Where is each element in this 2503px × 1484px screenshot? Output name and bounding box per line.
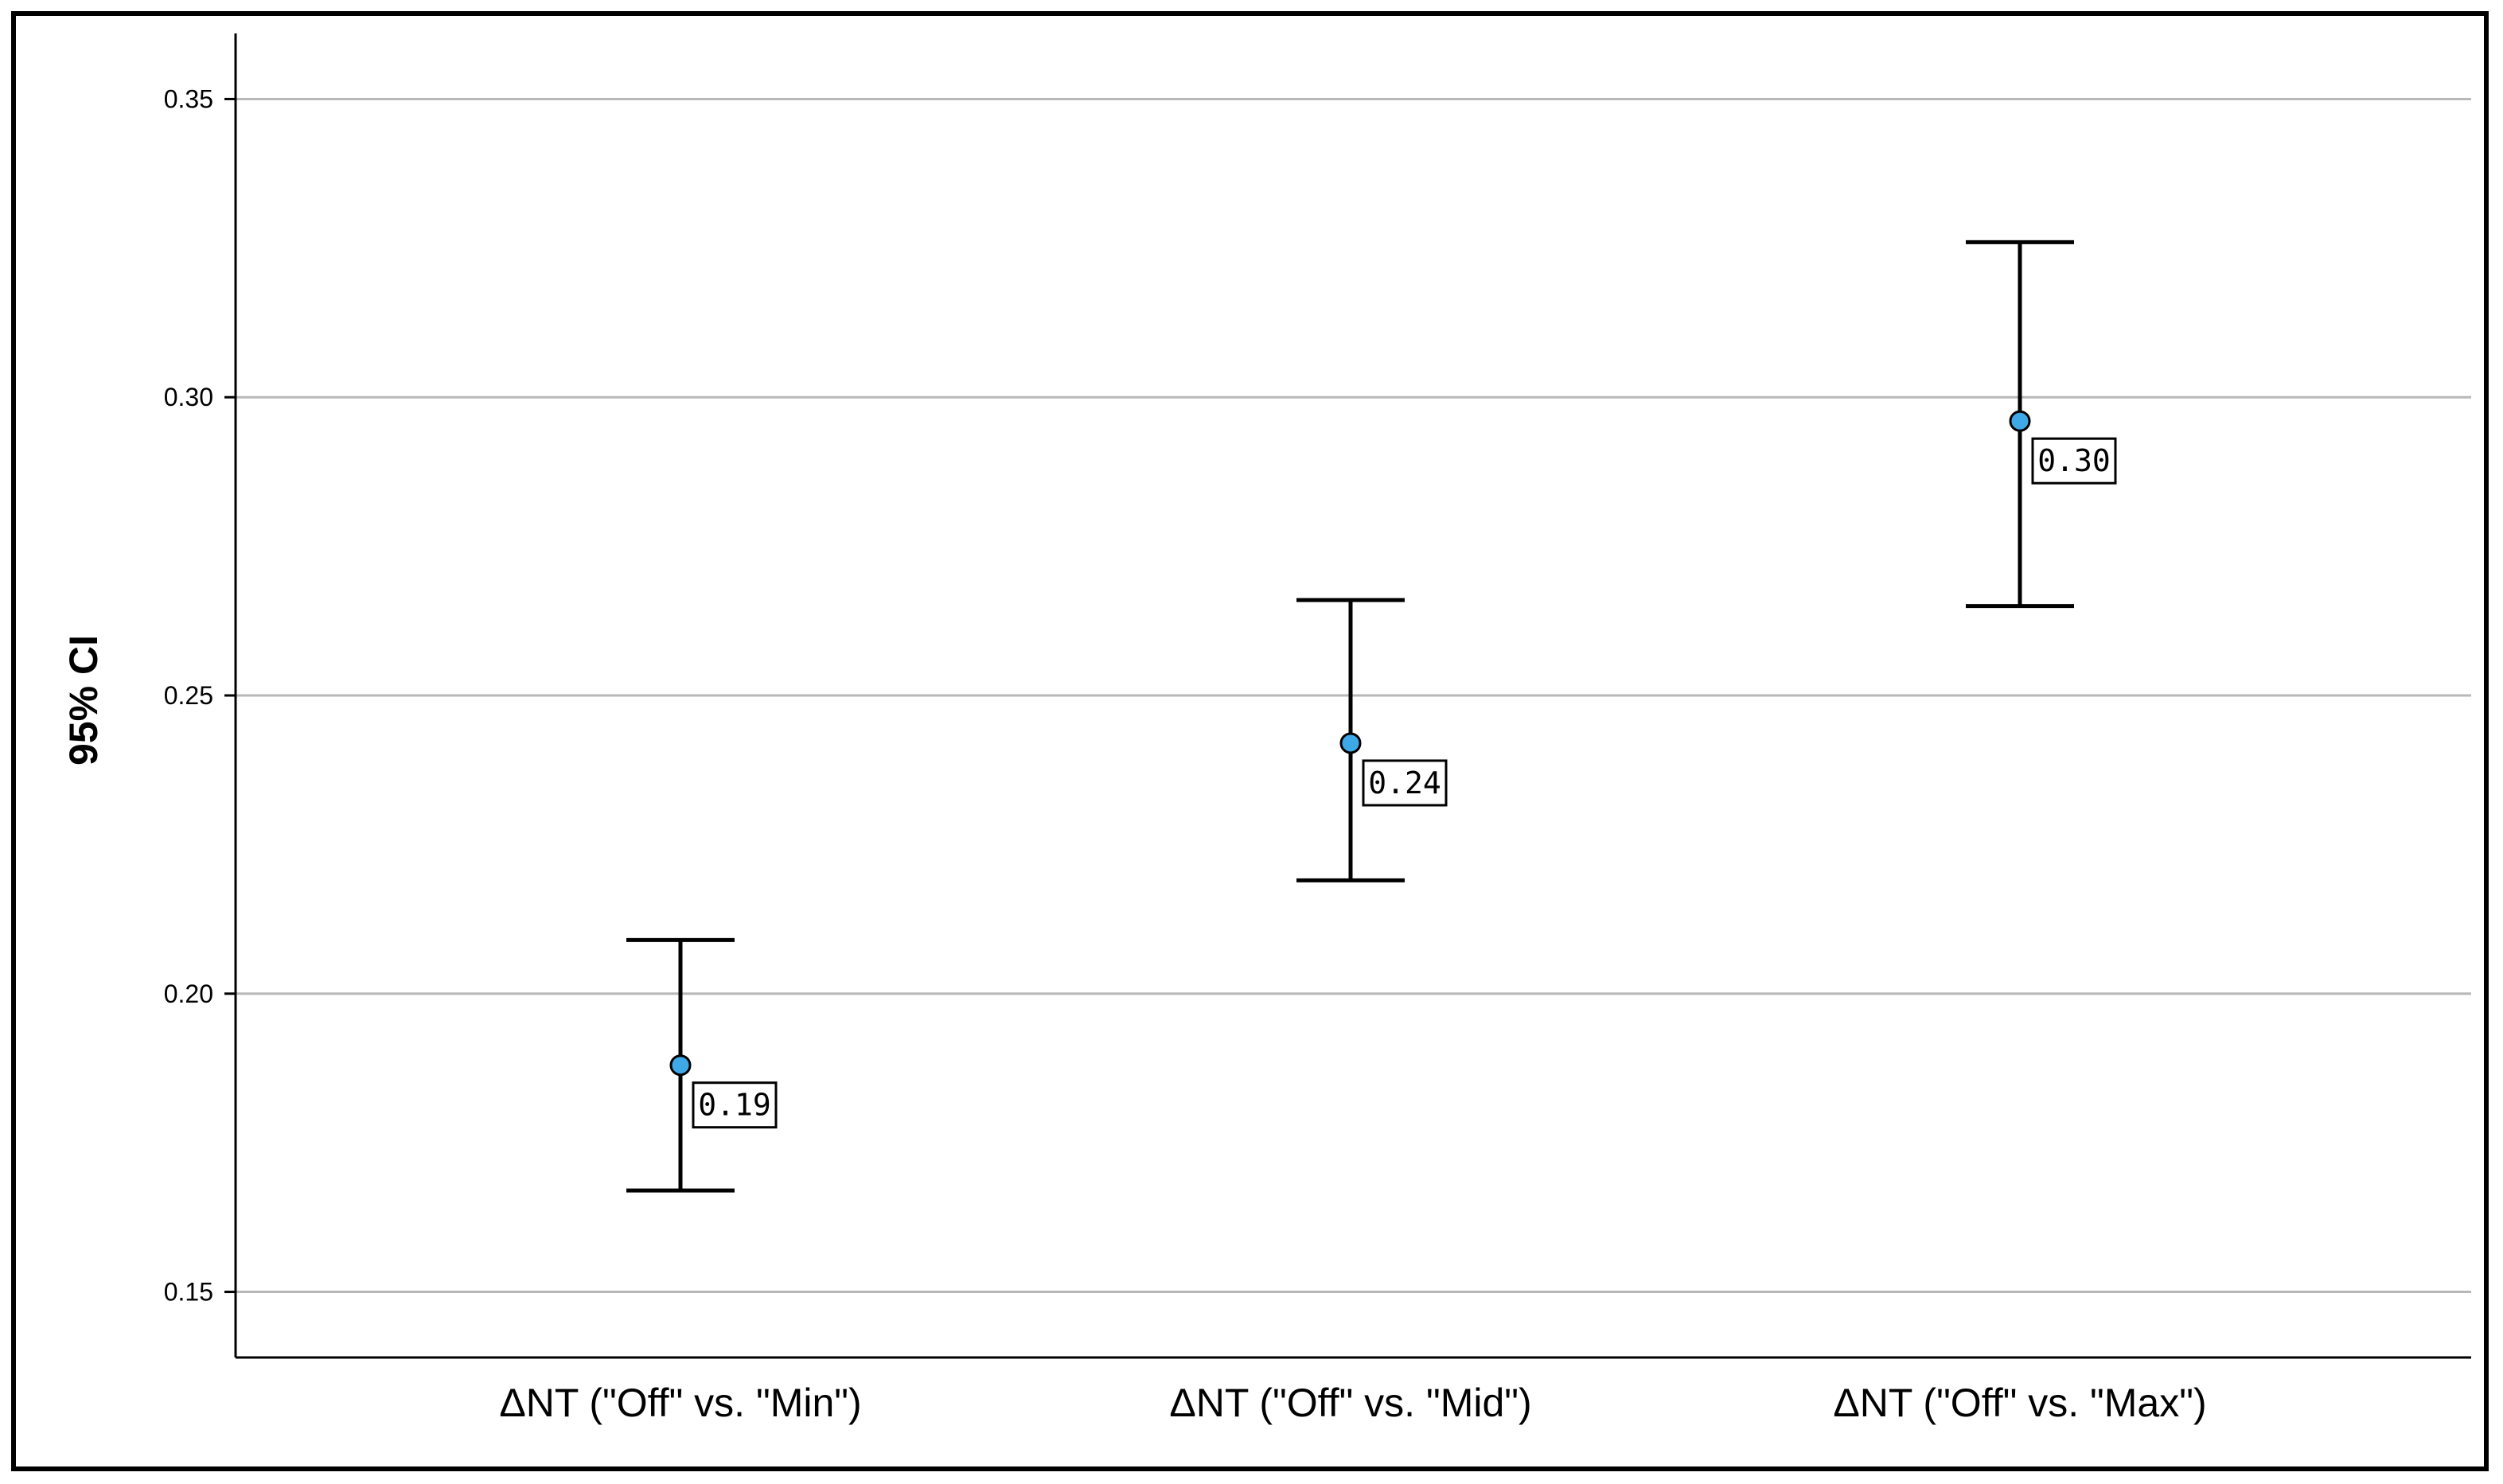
y-tick-layer: 0.15 0.20 0.25 0.30 0.35 — [164, 84, 236, 1307]
mean-point — [1339, 732, 1362, 754]
data-label-box — [692, 1081, 778, 1129]
mean-point — [2009, 410, 2031, 432]
y-tick-label: 0.30 — [164, 383, 213, 411]
data-label: 0.30 — [2037, 443, 2111, 478]
data-label-box — [2031, 437, 2117, 485]
x-category-label: ΔNT ("Off" vs. "Max") — [1833, 1381, 2206, 1425]
x-category-label: ΔNT ("Off" vs. "Min") — [499, 1381, 861, 1425]
x-category-label: ΔNT ("Off" vs. "Mid") — [1169, 1381, 1531, 1425]
y-tick-label: 0.20 — [164, 980, 213, 1008]
y-tick-label: 0.25 — [164, 681, 213, 710]
mean-point — [669, 1054, 692, 1077]
data-label: 0.19 — [698, 1088, 771, 1123]
y-tick-label: 0.15 — [164, 1278, 213, 1307]
y-tick-label: 0.35 — [164, 84, 213, 113]
error-bar-layer: 0.19 0.24 0.30 — [626, 240, 2117, 1193]
data-label-box — [1362, 759, 1448, 807]
x-category-layer: ΔNT ("Off" vs. "Min") ΔNT ("Off" vs. "Mid… — [499, 1381, 2206, 1425]
y-axis-label: 95% CI — [61, 635, 106, 765]
data-label: 0.24 — [1368, 765, 1441, 800]
grid-layer — [236, 97, 2471, 1294]
chart-frame — [11, 11, 2489, 1471]
